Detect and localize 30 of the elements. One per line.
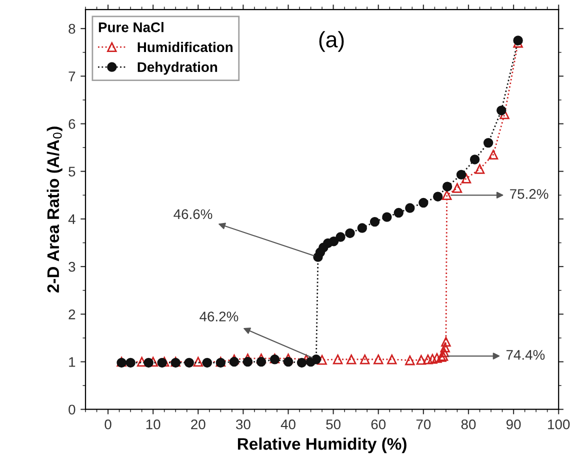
y-tick-label: 8 bbox=[68, 24, 76, 34]
y-tick-label: 4 bbox=[68, 214, 76, 224]
x-tick-label: 0 bbox=[104, 419, 112, 430]
y-tick-label: 6 bbox=[68, 119, 76, 129]
x-tick-label: 90 bbox=[506, 419, 521, 430]
y-tick-label: 1 bbox=[69, 357, 76, 367]
y-axis-title: 2-D Area Ratio (A/A$_{0}$) bbox=[46, 126, 62, 293]
legend-label: Dehydration bbox=[138, 62, 218, 75]
annotation: (a) bbox=[319, 31, 344, 52]
x-tick-label: 20 bbox=[191, 419, 206, 430]
x-axis-title: Relative Humidity (%) bbox=[238, 438, 406, 454]
legend-title: Pure NaCl bbox=[98, 22, 164, 32]
x-tick-label: 40 bbox=[280, 419, 296, 430]
x-tick-label: 10 bbox=[146, 419, 160, 430]
annotation: 74.4% bbox=[506, 350, 545, 360]
y-tick-label: 2 bbox=[68, 309, 76, 320]
annotation: 46.6% bbox=[174, 209, 212, 220]
x-tick-label: 70 bbox=[416, 419, 431, 430]
y-tick-label: 5 bbox=[68, 166, 76, 177]
annotation: 75.2% bbox=[510, 189, 548, 199]
y-tick-label: 3 bbox=[68, 262, 76, 272]
x-tick-label: 30 bbox=[236, 419, 250, 430]
x-tick-label: 50 bbox=[326, 419, 340, 430]
legend-label: Humidification bbox=[138, 42, 232, 52]
y-tick-label: 0 bbox=[68, 404, 76, 415]
x-tick-label: 80 bbox=[461, 419, 476, 430]
x-tick-label: 100 bbox=[548, 419, 570, 430]
annotation: 46.2% bbox=[200, 312, 238, 322]
x-tick-label: 60 bbox=[371, 419, 386, 430]
y-tick-label: 7 bbox=[68, 72, 76, 82]
